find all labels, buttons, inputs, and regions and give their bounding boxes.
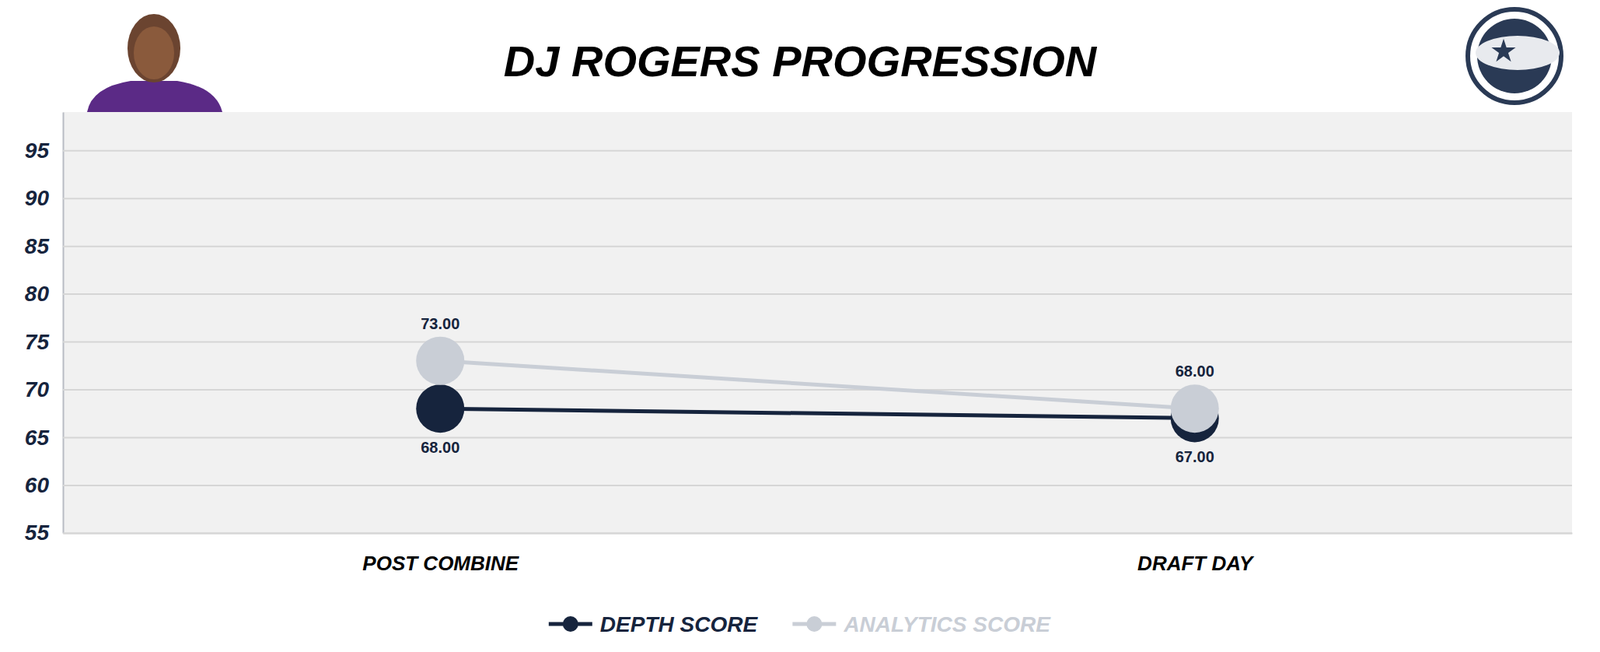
grid-line xyxy=(62,150,1573,152)
legend-item: DEPTH SCORE xyxy=(548,611,759,636)
data-label: 68.00 xyxy=(420,438,460,456)
y-tick: 65 xyxy=(24,425,1573,450)
player-photo xyxy=(87,13,223,112)
y-axis-line xyxy=(62,112,65,534)
series-marker xyxy=(415,336,465,385)
data-label: 73.00 xyxy=(420,314,460,332)
y-tick-label: 55 xyxy=(24,520,50,545)
grid-line xyxy=(62,532,1573,535)
x-axis: POST COMBINE DRAFT DAY xyxy=(63,532,1573,575)
plot-background xyxy=(62,111,1573,533)
y-tick-label: 90 xyxy=(24,185,50,210)
chart: DJ ROGERS PROGRESSION 55 60 65 70 75 80 85 90 95 P… xyxy=(0,0,1600,652)
grid-line xyxy=(62,388,1573,391)
legend: DEPTH SCORE ANALYTICS SCORE xyxy=(548,611,1052,636)
x-tick: POST COMBINE xyxy=(362,532,519,575)
y-axis: 55 60 65 70 75 80 85 90 95 xyxy=(24,112,1573,545)
legend-marker xyxy=(806,615,822,632)
y-tick: 85 xyxy=(24,234,1573,259)
y-tick: 95 xyxy=(24,138,1573,163)
grid-line xyxy=(62,245,1573,248)
grid-line xyxy=(62,293,1573,295)
data-labels: 68.00 67.00 73.00 68.00 xyxy=(420,314,1215,466)
legend-label: DEPTH SCORE xyxy=(600,611,759,636)
y-tick-label: 70 xyxy=(24,377,50,402)
grid-line xyxy=(62,484,1573,486)
y-tick: 90 xyxy=(24,185,1573,210)
y-tick: 75 xyxy=(24,329,1573,354)
x-tick-label: DRAFT DAY xyxy=(1137,551,1255,575)
data-label: 67.00 xyxy=(1175,447,1215,465)
x-tick-label: POST COMBINE xyxy=(362,551,519,575)
data-label: 68.00 xyxy=(1175,362,1215,380)
series-line xyxy=(440,360,1195,409)
y-tick-label: 75 xyxy=(24,329,50,354)
x-axis-line xyxy=(63,532,1573,535)
y-tick-label: 85 xyxy=(24,234,50,259)
series-line xyxy=(440,408,1195,418)
y-tick: 60 xyxy=(24,472,1573,497)
grid-line xyxy=(62,341,1573,343)
legend-label: ANALYTICS SCORE xyxy=(842,611,1052,636)
y-tick: 70 xyxy=(24,377,1573,402)
series-marker xyxy=(1170,384,1220,433)
title: DJ ROGERS PROGRESSION xyxy=(503,36,1098,86)
series-marker xyxy=(415,384,465,433)
y-tick: 80 xyxy=(24,281,1573,306)
plot: 55 60 65 70 75 80 85 90 95 POST COMBINE DRAFT DAY 6… xyxy=(24,111,1573,575)
x-tick: DRAFT DAY xyxy=(1137,532,1255,575)
team-logo xyxy=(1467,9,1562,103)
y-tick-label: 65 xyxy=(24,425,50,450)
grid-line xyxy=(62,197,1573,200)
legend-marker xyxy=(562,615,579,632)
y-tick-label: 80 xyxy=(24,281,50,306)
y-tick-label: 60 xyxy=(24,472,50,497)
marks xyxy=(415,336,1220,443)
y-tick: 55 xyxy=(24,520,1573,545)
grid-line xyxy=(62,436,1573,439)
y-tick-label: 95 xyxy=(24,138,50,163)
legend-item: ANALYTICS SCORE xyxy=(792,611,1052,636)
